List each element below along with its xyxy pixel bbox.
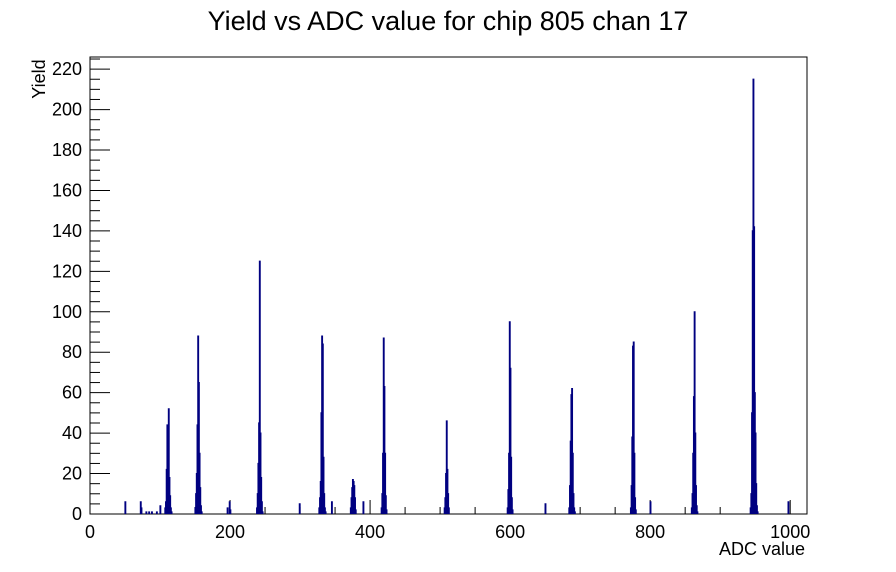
histogram-bin [197,381,200,514]
y-tick-label: 20 [62,464,82,484]
histogram-bin [510,497,513,514]
x-tick-label: 400 [355,522,385,542]
histogram-bin [384,452,387,514]
y-tick-label: 80 [62,342,82,362]
y-tick-label: 140 [52,221,82,241]
histogram-bin [695,485,697,514]
x-tick-label: 200 [215,522,245,542]
histogram-bin [634,497,637,514]
histogram-bin [634,509,637,514]
histogram-bin [170,511,173,514]
histogram-bin [695,505,698,514]
histogram-bin [649,501,652,514]
histogram-bin [354,509,357,514]
histogram-bin [571,388,574,514]
histogram-bin [787,501,790,514]
histogram-bin [167,408,170,514]
histogram-bin [324,511,327,514]
histogram-bin [447,493,450,514]
y-tick-label: 60 [62,383,82,403]
y-tick-label: 40 [62,423,82,443]
histogram-bin [261,511,264,514]
histogram-bin [571,452,574,514]
histogram-bin [148,511,151,514]
x-tick-label: 600 [495,522,525,542]
histogram-bin [169,495,172,514]
x-tick-label: 0 [85,522,95,542]
histogram-bin [756,511,759,514]
histogram-bin [330,501,333,514]
histogram-bin [199,487,202,514]
y-axis-title: Yield [29,59,49,98]
histogram-bin [321,343,324,514]
histogram-bin [755,505,758,514]
x-tick-label: 1000 [770,522,810,542]
histogram-bin [354,497,356,514]
histogram-bin [260,477,263,514]
histogram-bin [754,432,757,514]
y-tick-label: 120 [52,261,82,281]
histogram-bin [169,507,172,514]
histogram-bin [258,260,261,514]
histogram-bin [259,432,262,514]
y-tick-labels: 0 20 40 60 80 100 120 140 160 180 200 220 [52,59,82,524]
chart-title: Yield vs ADC value for chip 805 chan 17 [208,6,689,36]
histogram-bin [362,501,365,514]
histogram-bin [753,226,756,514]
histogram-bin [447,507,450,514]
histogram-bin [511,509,514,514]
histogram-bin [696,511,699,514]
y-tick-label: 160 [52,180,82,200]
histogram-bin [226,507,229,514]
y-tick-label: 100 [52,302,82,322]
histogram-bin [298,503,301,514]
histogram-bin [145,511,148,514]
histogram-bin [755,483,758,514]
histogram-bin [509,367,512,514]
histogram-bin [510,456,513,514]
histogram-bin [151,511,153,514]
x-tick-labels: 0 200 400 600 800 1000 [85,522,810,542]
y-tick-label: 180 [52,140,82,160]
y-tick-label: 220 [52,59,82,79]
histogram-bin [446,468,449,514]
histogram-bin [633,452,636,514]
histogram-bin [140,507,143,514]
histogram-bin [445,420,448,514]
histogram-bin [200,511,203,514]
histogram-bin [200,505,202,514]
histogram-bin [544,503,547,514]
histogram-bin [573,507,576,514]
histogram-bin [632,341,635,514]
histogram-bin [124,501,127,514]
histogram-bin [694,432,697,514]
x-tick-label: 800 [635,522,665,542]
y-tick-label: 200 [52,100,82,120]
y-axis [90,58,110,515]
histogram-bins [124,78,790,514]
histogram-bin [572,493,575,514]
histogram-bin [228,501,231,514]
histogram-bin [693,311,696,514]
histogram-bin [573,511,576,514]
histogram-bin [155,511,158,514]
x-axis-title: ADC value [719,539,805,559]
histogram-bin [384,495,387,514]
histogram-bin [260,501,263,514]
y-tick-label: 0 [72,504,82,524]
histogram-bin [323,507,326,514]
histogram-bin [385,509,388,514]
histogram-bin [198,452,201,514]
histogram-bin [322,456,325,514]
histogram-bin [383,386,386,514]
histogram-bin [323,493,326,514]
histogram-bin [159,505,162,514]
histogram-bin [229,509,232,514]
